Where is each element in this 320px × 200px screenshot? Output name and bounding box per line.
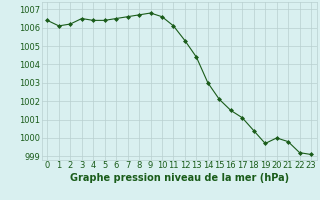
X-axis label: Graphe pression niveau de la mer (hPa): Graphe pression niveau de la mer (hPa) bbox=[70, 173, 289, 183]
